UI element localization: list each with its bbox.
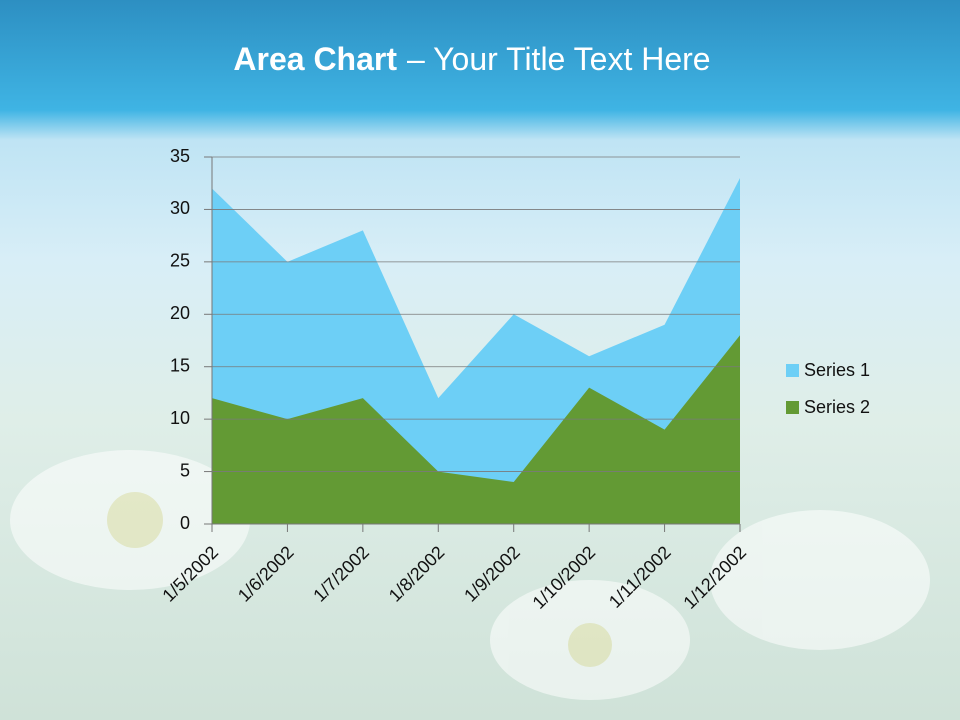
y-tick-label: 5	[180, 460, 190, 480]
title-rest: – Your Title Text Here	[407, 41, 711, 77]
y-tick-label: 0	[180, 513, 190, 533]
area	[212, 335, 740, 524]
legend-label: Series 2	[804, 397, 870, 417]
y-tick-label: 15	[170, 355, 190, 375]
y-tick-label: 20	[170, 303, 190, 323]
y-tick-label: 25	[170, 251, 190, 271]
x-tick-label: 1/7/2002	[309, 542, 373, 606]
x-tick-label: 1/9/2002	[460, 542, 524, 606]
x-tick-label: 1/8/2002	[385, 542, 449, 606]
y-tick-label: 10	[170, 408, 190, 428]
legend-swatch	[786, 401, 799, 414]
legend-label: Series 1	[804, 360, 870, 380]
legend-swatch	[786, 364, 799, 377]
title-bold: Area Chart	[233, 41, 397, 77]
x-tick-label: 1/6/2002	[234, 542, 298, 606]
y-tick-label: 30	[170, 198, 190, 218]
y-tick-label: 35	[170, 146, 190, 166]
background-flowers	[10, 450, 930, 700]
chart-title: Area Chart – Your Title Text Here	[233, 41, 710, 77]
